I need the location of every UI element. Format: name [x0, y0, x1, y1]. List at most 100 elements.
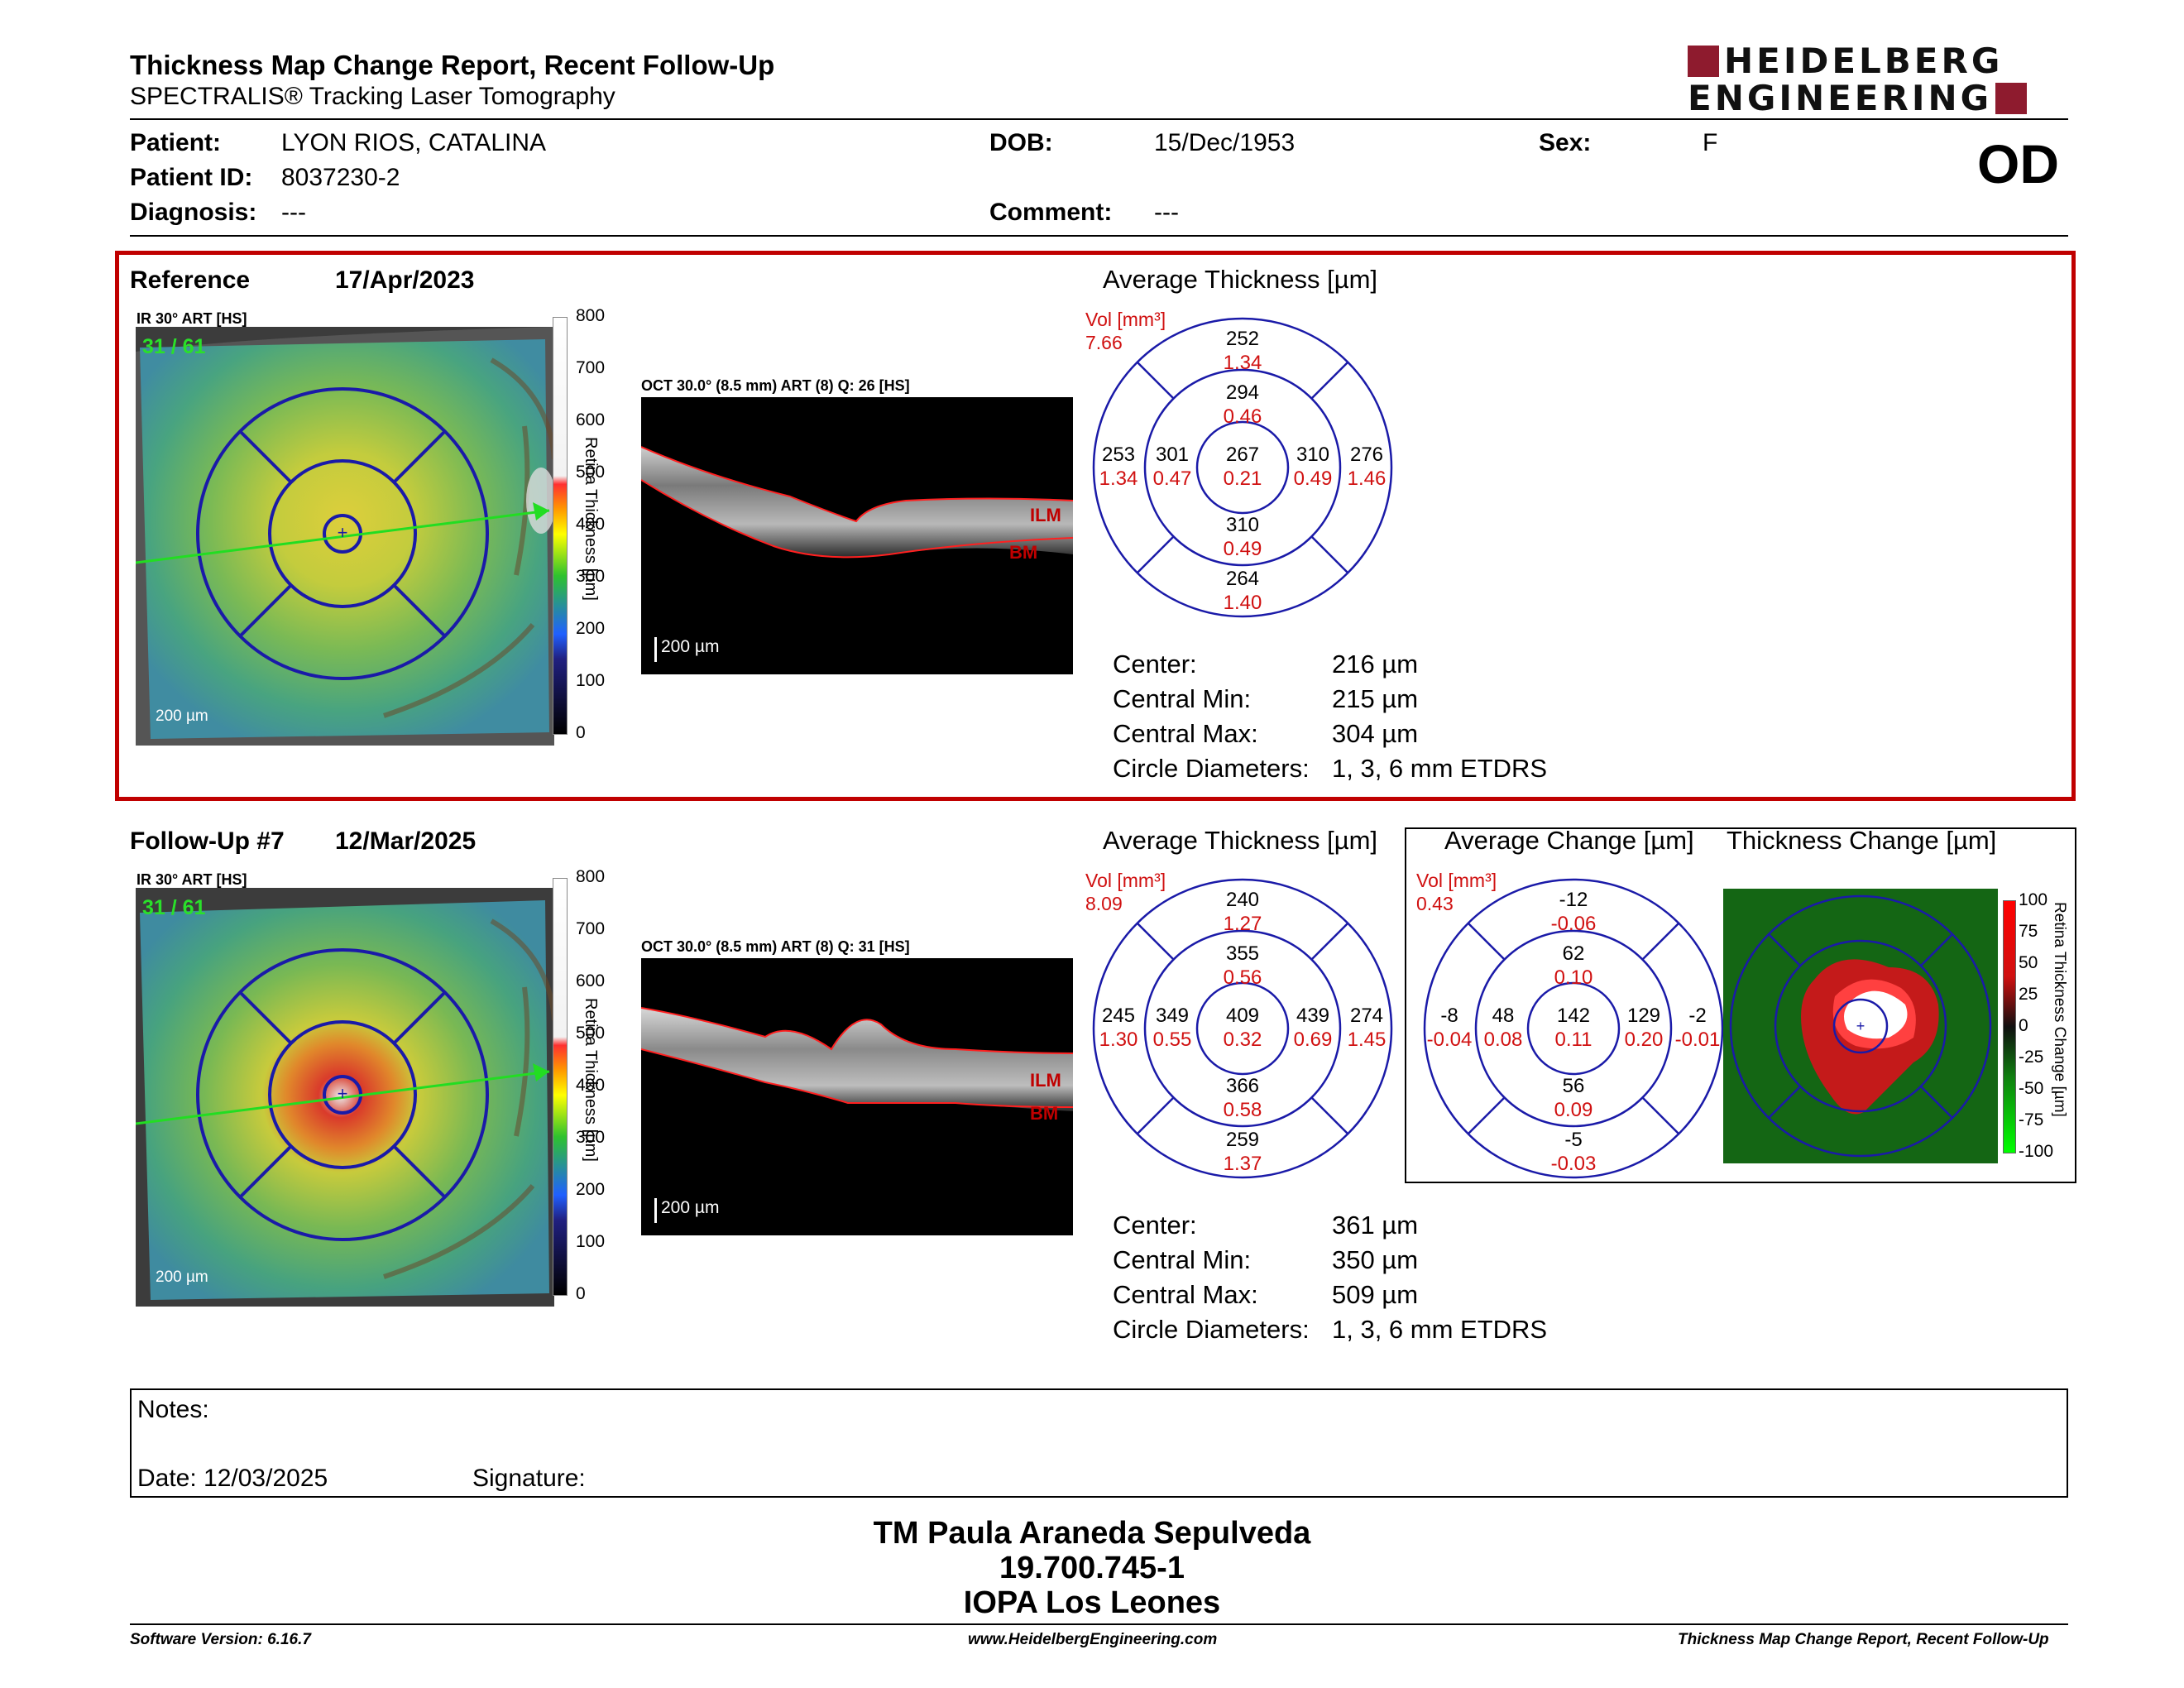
etdrs-thickness-value: 355	[1225, 942, 1260, 965]
followup-center-label: Center:	[1113, 1211, 1197, 1240]
change-etdrs-grid	[1423, 878, 1724, 1179]
tick-label: 0	[576, 723, 586, 742]
followup-etdrs-superior-inner: 355 0.56	[1209, 942, 1276, 990]
comment-value: ---	[1154, 199, 1179, 226]
sex-value: F	[1703, 129, 1718, 156]
etdrs-volume-value: 1.27	[1223, 913, 1262, 935]
etdrs-volume-value: -0.01	[1674, 1029, 1721, 1051]
reference-oct-scan: ILM BM 200 µm	[641, 397, 1073, 674]
footer-url[interactable]: www.HeidelbergEngineering.com	[968, 1631, 1218, 1648]
followup-ilm-label: ILM	[1030, 1070, 1061, 1091]
etdrs-thickness-value: 310	[1296, 444, 1330, 466]
etdrs-thickness-value: 294	[1225, 381, 1260, 404]
reference-oct-scalebar	[654, 637, 657, 662]
tick-label: 100	[576, 1232, 606, 1251]
change-etdrs-superior-outer: -12 -0.06	[1540, 888, 1607, 936]
reference-map-scale: 200 µm	[156, 707, 208, 725]
etdrs-thickness-value: 264	[1225, 568, 1260, 590]
signature-label: Signature:	[472, 1465, 586, 1492]
reference-circle-label: Circle Diameters:	[1113, 754, 1310, 783]
svg-text:+: +	[1856, 1018, 1866, 1034]
followup-center-value: 361 µm	[1332, 1211, 1419, 1240]
change-map-title: Thickness Change [µm]	[1727, 826, 1997, 855]
reference-max-label: Central Max:	[1113, 719, 1258, 748]
reference-etdrs-nasal-inner: 310 0.49	[1280, 443, 1346, 491]
tick-label: 0	[576, 1284, 586, 1303]
logo-line-1: HEIDELBERG	[1724, 41, 2004, 81]
reference-etdrs-center: 267 0.21	[1209, 443, 1276, 491]
followup-bm-label: BM	[1030, 1103, 1059, 1124]
followup-colorbar-ticks: 800 700 600 500 400 300 200 100 0	[576, 867, 625, 1306]
reference-center-value: 216 µm	[1332, 650, 1419, 679]
tick-label: 800	[576, 867, 606, 886]
followup-etdrs-inferior-outer: 259 1.37	[1209, 1128, 1276, 1176]
etdrs-thickness-value: 301	[1155, 444, 1190, 466]
followup-min-label: Central Min:	[1113, 1245, 1252, 1274]
reference-oct-header: OCT 30.0° (8.5 mm) ART (8) Q: 26 [HS]	[641, 377, 910, 394]
etdrs-thickness-value: 274	[1349, 1005, 1384, 1027]
reference-oct-scale: 200 µm	[661, 637, 720, 656]
etdrs-volume-value: 1.30	[1099, 1029, 1138, 1051]
etdrs-volume-value: 0.32	[1223, 1029, 1262, 1051]
tick-label: 100	[576, 671, 606, 690]
etdrs-thickness-value: 439	[1296, 1005, 1330, 1027]
tick-label: 75	[2019, 922, 2038, 941]
etdrs-thickness-value: 409	[1225, 1005, 1260, 1027]
tick-label: -100	[2019, 1142, 2054, 1161]
followup-volume: Vol [mm³] 8.09	[1085, 869, 1166, 915]
reference-etdrs-superior-inner: 294 0.46	[1209, 381, 1276, 429]
etdrs-thickness-value: 245	[1101, 1005, 1136, 1027]
tick-label: 700	[576, 358, 606, 377]
eye-label: OD	[1977, 133, 2059, 194]
etdrs-volume-value: 0.09	[1554, 1099, 1593, 1121]
tick-label: 0	[2019, 1016, 2028, 1035]
reference-min-value: 215 µm	[1332, 684, 1419, 713]
reference-bm-label: BM	[1009, 542, 1038, 563]
logo-square-icon	[1688, 46, 1719, 77]
reference-etdrs-superior-outer: 252 1.34	[1209, 327, 1276, 375]
patient-id-label: Patient ID:	[130, 164, 253, 191]
followup-date: 12/Mar/2025	[335, 827, 477, 855]
tick-label: 200	[576, 619, 606, 638]
followup-min-value: 350 µm	[1332, 1245, 1419, 1274]
footer-rule	[130, 1623, 2068, 1625]
reference-date: 17/Apr/2023	[335, 266, 475, 294]
change-etdrs-inferior-outer: -5 -0.03	[1540, 1128, 1607, 1176]
reference-etdrs-inferior-outer: 264 1.40	[1209, 567, 1276, 615]
diagnosis-value: ---	[281, 199, 306, 226]
followup-etdrs-nasal-inner: 439 0.69	[1280, 1004, 1346, 1052]
reference-map-header: IR 30° ART [HS]	[136, 310, 247, 327]
etdrs-volume-value: 0.10	[1554, 966, 1593, 989]
etdrs-thickness-value: 310	[1225, 514, 1260, 536]
reference-etdrs-grid	[1092, 317, 1393, 618]
change-etdrs-temporal-outer: -8 -0.04	[1416, 1004, 1482, 1052]
etdrs-volume-value: 0.49	[1223, 538, 1262, 560]
etdrs-thickness-value: 253	[1101, 444, 1136, 466]
etdrs-thickness-value: -12	[1559, 889, 1588, 911]
reference-colorbar-label: Retina Thickness [µm]	[582, 437, 600, 601]
heidelberg-logo: HEIDELBERG ENGINEERING	[1688, 41, 2068, 116]
followup-colorbar-label: Retina Thickness [µm]	[582, 998, 600, 1162]
etdrs-thickness-value: 56	[1562, 1075, 1585, 1097]
etdrs-thickness-value: -5	[1564, 1129, 1583, 1151]
tick-label: -75	[2019, 1110, 2044, 1129]
tick-label: 200	[576, 1180, 606, 1199]
footer-report-name: Thickness Map Change Report, Recent Foll…	[1678, 1631, 2049, 1648]
sex-label: Sex:	[1539, 129, 1592, 156]
change-colorbar-ticks: 100 75 50 25 0 -25 -50 -75 -100	[2019, 890, 2054, 1163]
reference-etdrs-inferior-inner: 310 0.49	[1209, 513, 1276, 561]
change-volume: Vol [mm³] 0.43	[1416, 869, 1497, 915]
tick-label: -25	[2019, 1048, 2044, 1067]
reference-colorbar-ticks: 800 700 600 500 400 300 200 100 0	[576, 306, 625, 745]
etdrs-volume-value: -0.03	[1550, 1153, 1597, 1175]
etdrs-thickness-value: 62	[1562, 942, 1585, 965]
notes-box[interactable]: Notes: Date: 12/03/2025 Signature:	[130, 1388, 2068, 1498]
change-chart-title: Average Change [µm]	[1444, 826, 1694, 855]
tick-label: 400	[576, 515, 606, 534]
change-volume-label: Vol [mm³]	[1416, 870, 1497, 891]
tick-label: 300	[576, 1128, 606, 1147]
reference-frame-counter: 31 / 61	[142, 335, 206, 358]
tick-label: 100	[2019, 890, 2048, 909]
change-etdrs-superior-inner: 62 0.10	[1540, 942, 1607, 990]
reference-oct-image	[641, 446, 1073, 559]
